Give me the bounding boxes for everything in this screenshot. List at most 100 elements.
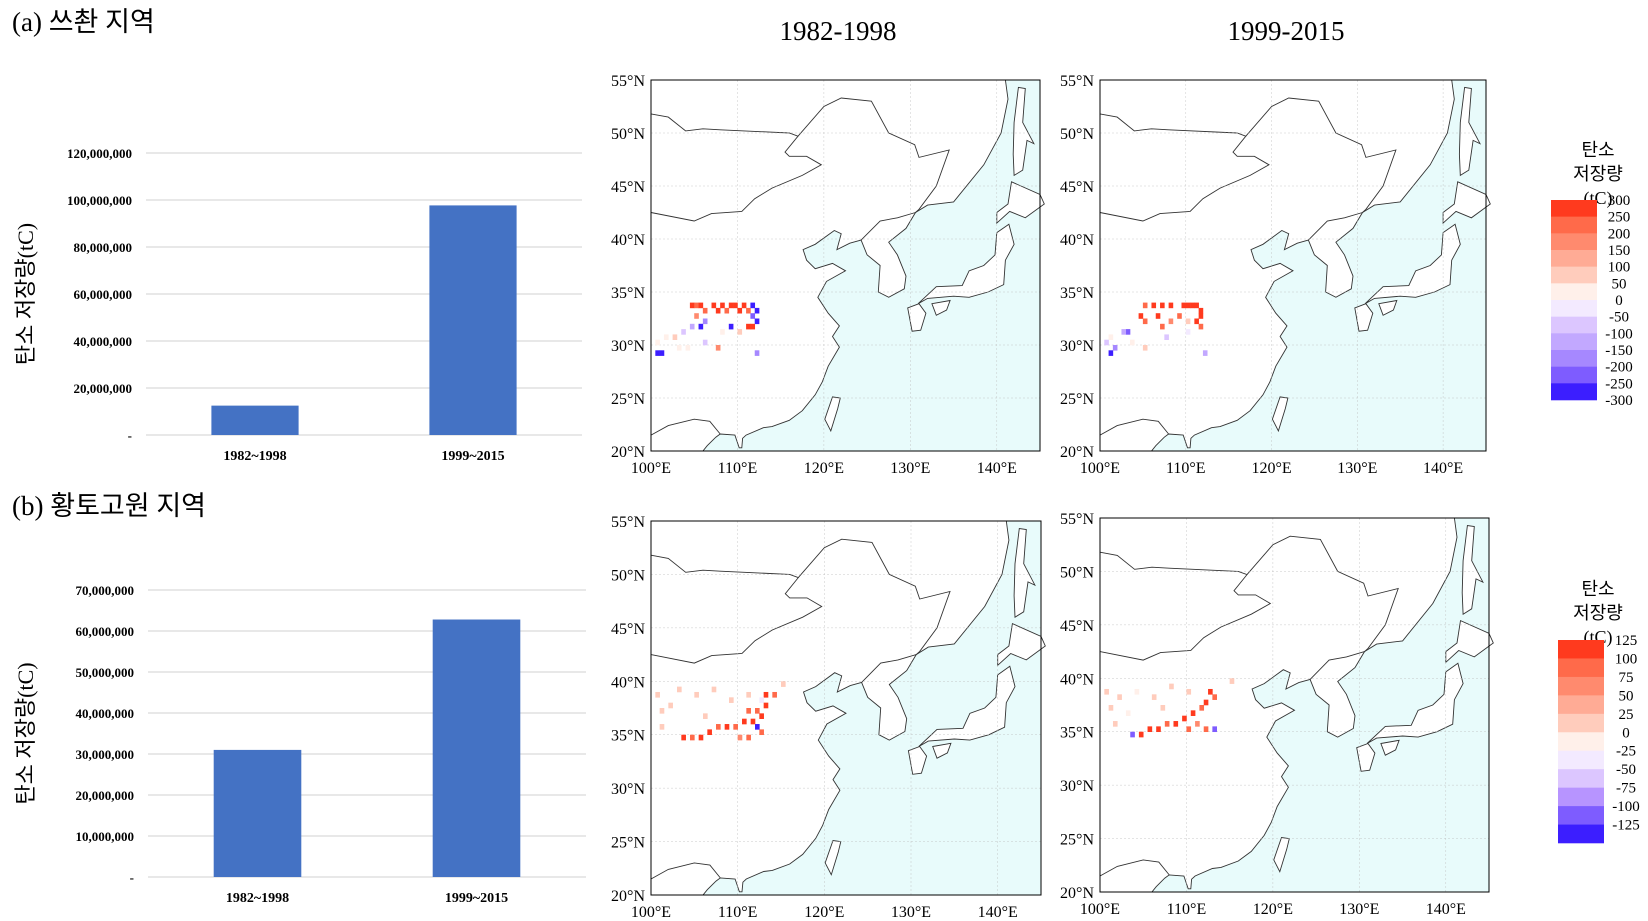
land-island	[1271, 396, 1289, 433]
heatmap-cell	[707, 729, 712, 736]
heatmap-cell	[1168, 302, 1174, 309]
heatmap-cell	[1138, 731, 1144, 738]
legend-tick-label: -100	[1605, 326, 1633, 342]
heatmap-cell	[1198, 323, 1204, 330]
legend-swatch	[1551, 366, 1597, 384]
lat-tick-label: 25°N	[611, 391, 645, 408]
heatmap-cell	[754, 307, 760, 314]
y-tick-label: -	[130, 870, 134, 885]
legend-swatch	[1558, 750, 1604, 770]
country-border	[1308, 212, 1363, 241]
y-tick-label: 100,000,000	[67, 193, 132, 208]
heatmap-cell	[781, 681, 786, 687]
land-island	[1012, 86, 1035, 177]
legend-swatch	[1551, 316, 1597, 334]
legend-a-title: 탄소 저장량 (tC)	[1573, 138, 1623, 210]
heatmap-cell	[1177, 313, 1182, 319]
lat-tick-label: 45°N	[1060, 618, 1094, 635]
lat-tick-label: 20°N	[611, 888, 645, 905]
land-island	[1356, 742, 1376, 772]
x-tick-label: 1999~2015	[445, 891, 508, 906]
land-island	[1013, 527, 1036, 618]
legend-swatch	[1558, 787, 1604, 807]
heatmap-cell	[1190, 710, 1196, 716]
lon-tick-label: 140°E	[1423, 460, 1463, 477]
land-island	[1461, 524, 1484, 615]
heatmap-cell	[702, 339, 708, 346]
heatmap-cell	[1142, 318, 1148, 325]
lat-tick-label: 20°N	[1060, 885, 1094, 902]
heatmap-cell	[1160, 323, 1165, 330]
heatmap-cell	[1160, 302, 1165, 309]
lat-tick-label: 35°N	[1060, 725, 1094, 742]
heatmap-cell	[742, 718, 747, 725]
heatmap-cell	[672, 334, 678, 340]
heatmap-cell	[694, 691, 699, 698]
country-border	[1099, 551, 1272, 661]
legend-tick-label: 125	[1615, 633, 1638, 649]
heatmap-cell	[1138, 313, 1144, 319]
country-border	[650, 862, 721, 880]
heatmap-cell	[1121, 329, 1127, 335]
lon-tick-label: 130°E	[1339, 901, 1379, 918]
y-tick-label: 60,000,000	[74, 287, 133, 302]
heatmap-cell	[659, 708, 665, 714]
lat-tick-label: 50°N	[1060, 126, 1094, 143]
lat-tick-label: 25°N	[1060, 391, 1094, 408]
lat-tick-label: 55°N	[1060, 511, 1094, 528]
lon-tick-label: 120°E	[804, 460, 844, 477]
heatmap-cell	[737, 734, 743, 741]
land-island	[1273, 837, 1290, 873]
heatmap-cell	[724, 307, 730, 314]
lat-tick-label: 20°N	[1060, 444, 1094, 461]
x-tick-label: 1982~1998	[226, 891, 289, 906]
legend-tick-label: 25	[1619, 707, 1634, 723]
heatmap-cell	[698, 734, 704, 741]
legend-swatch	[1551, 216, 1597, 234]
heatmap-cell	[733, 302, 738, 309]
legend-swatch	[1558, 695, 1604, 715]
y-tick-label: 20,000,000	[76, 788, 135, 803]
heatmap-cell	[1186, 726, 1192, 733]
lat-tick-label: 25°N	[1060, 832, 1094, 849]
land-island	[932, 742, 952, 759]
column-title-1982-1998: 1982-1998	[779, 16, 897, 46]
heatmap-cell	[703, 713, 708, 719]
heatmap-cell	[720, 329, 725, 335]
heatmap-cell	[655, 339, 660, 346]
heatmap-cell	[676, 345, 682, 351]
x-tick-label: 1999~2015	[441, 449, 504, 464]
heatmap-cell	[763, 691, 769, 698]
legend-swatch	[1551, 250, 1597, 267]
country-border	[650, 418, 721, 436]
country-border	[1309, 651, 1365, 680]
heatmap-cell	[677, 686, 682, 693]
legend-tick-label: -125	[1612, 818, 1640, 834]
lon-tick-label: 100°E	[631, 460, 671, 477]
legend-tick-label: 250	[1608, 210, 1631, 226]
heatmap-cell	[698, 323, 704, 330]
legend-swatch	[1558, 640, 1604, 659]
country-border	[1246, 535, 1399, 652]
country-border	[650, 113, 823, 222]
legend-swatch	[1551, 266, 1597, 284]
heatmap-cell	[1185, 329, 1191, 335]
heatmap-cell	[1151, 302, 1157, 309]
lon-tick-label: 140°E	[977, 460, 1017, 477]
heatmap-cell	[668, 702, 673, 709]
lon-tick-label: 120°E	[1253, 901, 1293, 918]
heatmap-cell	[685, 345, 691, 351]
heatmap-cell	[746, 708, 751, 714]
heatmap-cell	[759, 713, 764, 719]
heatmap-cell	[1212, 726, 1217, 733]
map-a-1982-1998: 20°N 25°N 30°N 35°N 40°N 45°N 50°N 55°N 100°E 110…	[611, 73, 1045, 477]
heatmap-cell	[1151, 694, 1157, 700]
map-b-1982-1998: 20°N 25°N 30°N 35°N 40°N 45°N 50°N 55°N 100°E 110…	[611, 514, 1046, 921]
heatmap-cell	[716, 724, 721, 730]
land-island	[931, 299, 951, 316]
panel-b-title: (b) 황토고원 지역	[12, 491, 207, 521]
heatmap-cell	[1125, 710, 1131, 716]
map-frame	[650, 79, 1041, 452]
heatmap-cell	[737, 329, 743, 335]
heatmap-cell	[681, 329, 686, 335]
